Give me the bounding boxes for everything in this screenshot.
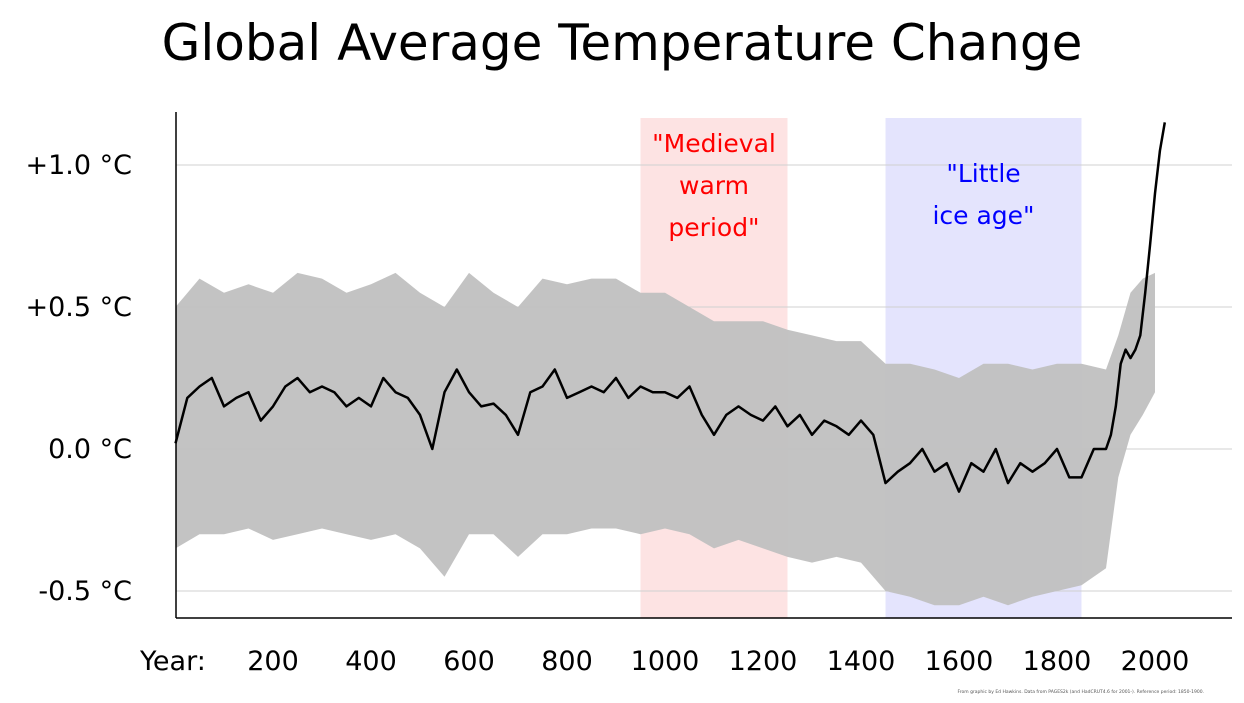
x-axis-ticks: Year: 200 400 600 800 1000 1200 1400 1600 1800 200… (139, 646, 1189, 677)
x-tick-label: 400 (345, 646, 397, 677)
x-tick-label: 1800 (1023, 646, 1092, 677)
axes (175, 112, 1232, 619)
band-labels: "Medieval warm period" "Little ice age" (652, 129, 1034, 242)
band-label-0-line-0: "Medieval (652, 129, 776, 158)
x-tick-label: 2000 (1121, 646, 1190, 677)
x-tick-label: 1200 (729, 646, 798, 677)
band-label-0-line-2: period" (668, 213, 759, 242)
x-tick-label: 1000 (631, 646, 700, 677)
x-tick-label: 1600 (925, 646, 994, 677)
y-tick-label: +0.5 °C (26, 292, 133, 323)
credit-note: From graphic by Ed Hawkins. Data from PA… (957, 690, 1204, 695)
x-tick-label: 200 (247, 646, 299, 677)
temperature-series (174, 122, 1167, 493)
y-axis-ticks: +1.0 °C +0.5 °C 0.0 °C -0.5 °C (26, 150, 133, 607)
band-label-0-line-1: warm (679, 171, 749, 200)
band-label-1-line-1: ice age" (932, 201, 1034, 230)
uncertainty-range (175, 272, 1155, 606)
series-line-0 (174, 122, 1167, 493)
y-tick-label: -0.5 °C (38, 576, 132, 607)
uncertainty-area (175, 272, 1155, 606)
x-tick-label: 600 (443, 646, 495, 677)
chart-title: Global Average Temperature Change (161, 14, 1083, 72)
x-tick-label: 1400 (827, 646, 896, 677)
band-label-1-line-0: "Little (946, 159, 1020, 188)
x-tick-label: 800 (541, 646, 593, 677)
y-tick-label: +1.0 °C (26, 150, 133, 181)
x-axis-label: Year: (139, 646, 206, 677)
y-tick-label: 0.0 °C (48, 434, 132, 465)
